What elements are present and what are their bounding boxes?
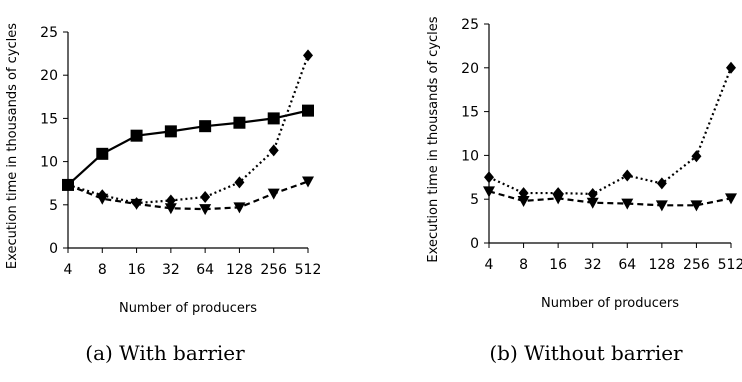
x-axis-title: Number of producers: [119, 301, 257, 316]
y-tick-label: 5: [49, 198, 58, 214]
data-point-triangle-down: [130, 198, 143, 210]
y-tick-label: 20: [461, 61, 479, 77]
series-line-triangle-down: [488, 190, 732, 207]
y-tick-label: 25: [40, 25, 58, 41]
data-point-triangle-down: [552, 193, 565, 205]
data-point-diamond: [726, 61, 736, 74]
x-tick-label: 256: [683, 257, 710, 273]
series-line-triangle-down: [67, 180, 309, 211]
data-point-square: [130, 129, 143, 142]
x-tick-label: 256: [260, 262, 287, 278]
x-tick-label: 32: [584, 257, 602, 273]
x-axis-title: Number of producers: [541, 296, 679, 311]
data-point-triangle-down: [267, 188, 280, 200]
x-tick-label: 512: [718, 257, 742, 273]
data-point-triangle-down: [655, 200, 668, 212]
data-point-triangle-down: [586, 197, 599, 209]
data-point-square: [302, 104, 314, 117]
y-tick-label: 25: [461, 17, 479, 33]
x-tick-label: 128: [648, 257, 675, 273]
y-tick-label: 5: [470, 192, 479, 208]
chart-caption: (a) With barrier: [85, 341, 245, 365]
y-axis-title: Execution time in thousands of cycles: [5, 23, 20, 269]
y-tick-label: 0: [49, 241, 58, 257]
y-axis-title: Execution time in thousands of cycles: [426, 16, 441, 262]
series-line-diamond: [67, 54, 310, 205]
y-tick-label: 0: [470, 236, 479, 252]
data-point-triangle-down: [96, 193, 109, 205]
x-tick-label: 4: [485, 257, 494, 273]
series-line-diamond: [488, 67, 733, 196]
data-point-triangle-down: [725, 193, 737, 205]
data-point-triangle-down: [517, 195, 530, 207]
data-point-square: [233, 116, 246, 129]
x-tick-label: 128: [226, 262, 253, 278]
x-tick-label: 64: [196, 262, 214, 278]
data-point-diamond: [587, 187, 598, 200]
x-tick-label: 16: [549, 257, 567, 273]
data-point-triangle-down: [199, 204, 212, 216]
x-tick-label: 8: [98, 262, 107, 278]
chart-caption: (b) Without barrier: [489, 341, 683, 365]
x-tick-label: 32: [162, 262, 180, 278]
x-tick-label: 512: [295, 262, 322, 278]
data-point-diamond: [622, 169, 633, 182]
data-point-triangle-down: [164, 203, 177, 215]
data-point-diamond: [691, 150, 702, 163]
x-tick-label: 4: [64, 262, 73, 278]
data-point-square: [96, 147, 109, 160]
data-point-square: [267, 112, 280, 125]
x-tick-label: 8: [519, 257, 528, 273]
data-point-square: [199, 120, 212, 133]
y-tick-label: 15: [461, 105, 479, 121]
data-point-square: [164, 125, 177, 138]
data-point-triangle-down: [483, 186, 495, 198]
x-tick-label: 16: [128, 262, 146, 278]
y-tick-label: 10: [461, 148, 479, 164]
data-point-diamond: [656, 177, 667, 190]
data-point-diamond: [484, 171, 494, 184]
data-point-diamond: [200, 191, 211, 204]
data-point-diamond: [234, 176, 245, 189]
data-point-triangle-down: [62, 179, 74, 191]
y-tick-label: 10: [40, 155, 58, 171]
data-point-diamond: [303, 49, 313, 62]
x-tick-label: 64: [618, 257, 636, 273]
y-tick-label: 15: [40, 111, 58, 127]
data-point-triangle-down: [621, 198, 634, 210]
data-point-triangle-down: [302, 176, 314, 188]
data-point-triangle-down: [233, 202, 246, 214]
data-point-diamond: [268, 144, 279, 157]
data-point-triangle-down: [690, 200, 703, 212]
y-tick-label: 20: [40, 68, 58, 84]
